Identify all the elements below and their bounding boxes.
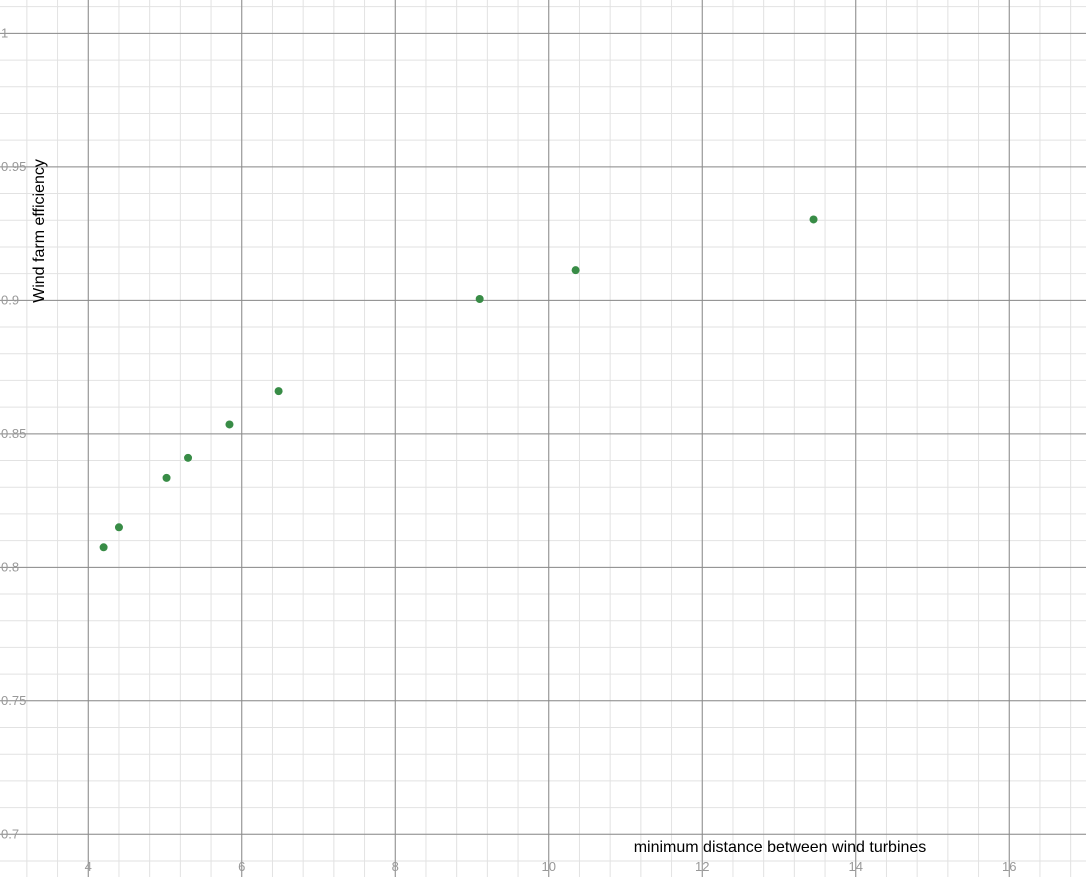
y-tick-label: 0.9 [1, 292, 19, 307]
x-axis-title: minimum distance between wind turbines [634, 839, 927, 856]
data-point [475, 295, 484, 304]
x-tick-label: 12 [695, 859, 709, 874]
x-tick-label: 6 [238, 859, 245, 874]
y-tick-label: 0.8 [1, 559, 19, 574]
x-tick-label: 8 [392, 859, 399, 874]
y-tick-label: 0.85 [1, 426, 26, 441]
data-point [809, 215, 818, 224]
data-points [99, 215, 818, 552]
data-point [99, 543, 108, 552]
data-point [114, 523, 123, 532]
x-tick-label: 4 [85, 859, 92, 874]
tick-labels: 4 6 8 10 12 14 16 0.7 0.75 0.8 0.85 0.9 0.95 1 [1, 25, 1016, 874]
y-tick-label: 0.95 [1, 159, 26, 174]
data-point [162, 473, 171, 482]
data-point [225, 420, 234, 429]
x-tick-label: 10 [542, 859, 556, 874]
data-point [184, 453, 193, 462]
x-tick-label: 14 [849, 859, 863, 874]
y-tick-label: 0.75 [1, 693, 26, 708]
data-point [571, 266, 580, 275]
x-tick-label: 16 [1002, 859, 1016, 874]
data-point [274, 387, 283, 396]
y-tick-label: 1 [1, 25, 8, 40]
y-axis-title: Wind farm efficiency [31, 159, 48, 303]
y-tick-label: 0.7 [1, 826, 19, 841]
